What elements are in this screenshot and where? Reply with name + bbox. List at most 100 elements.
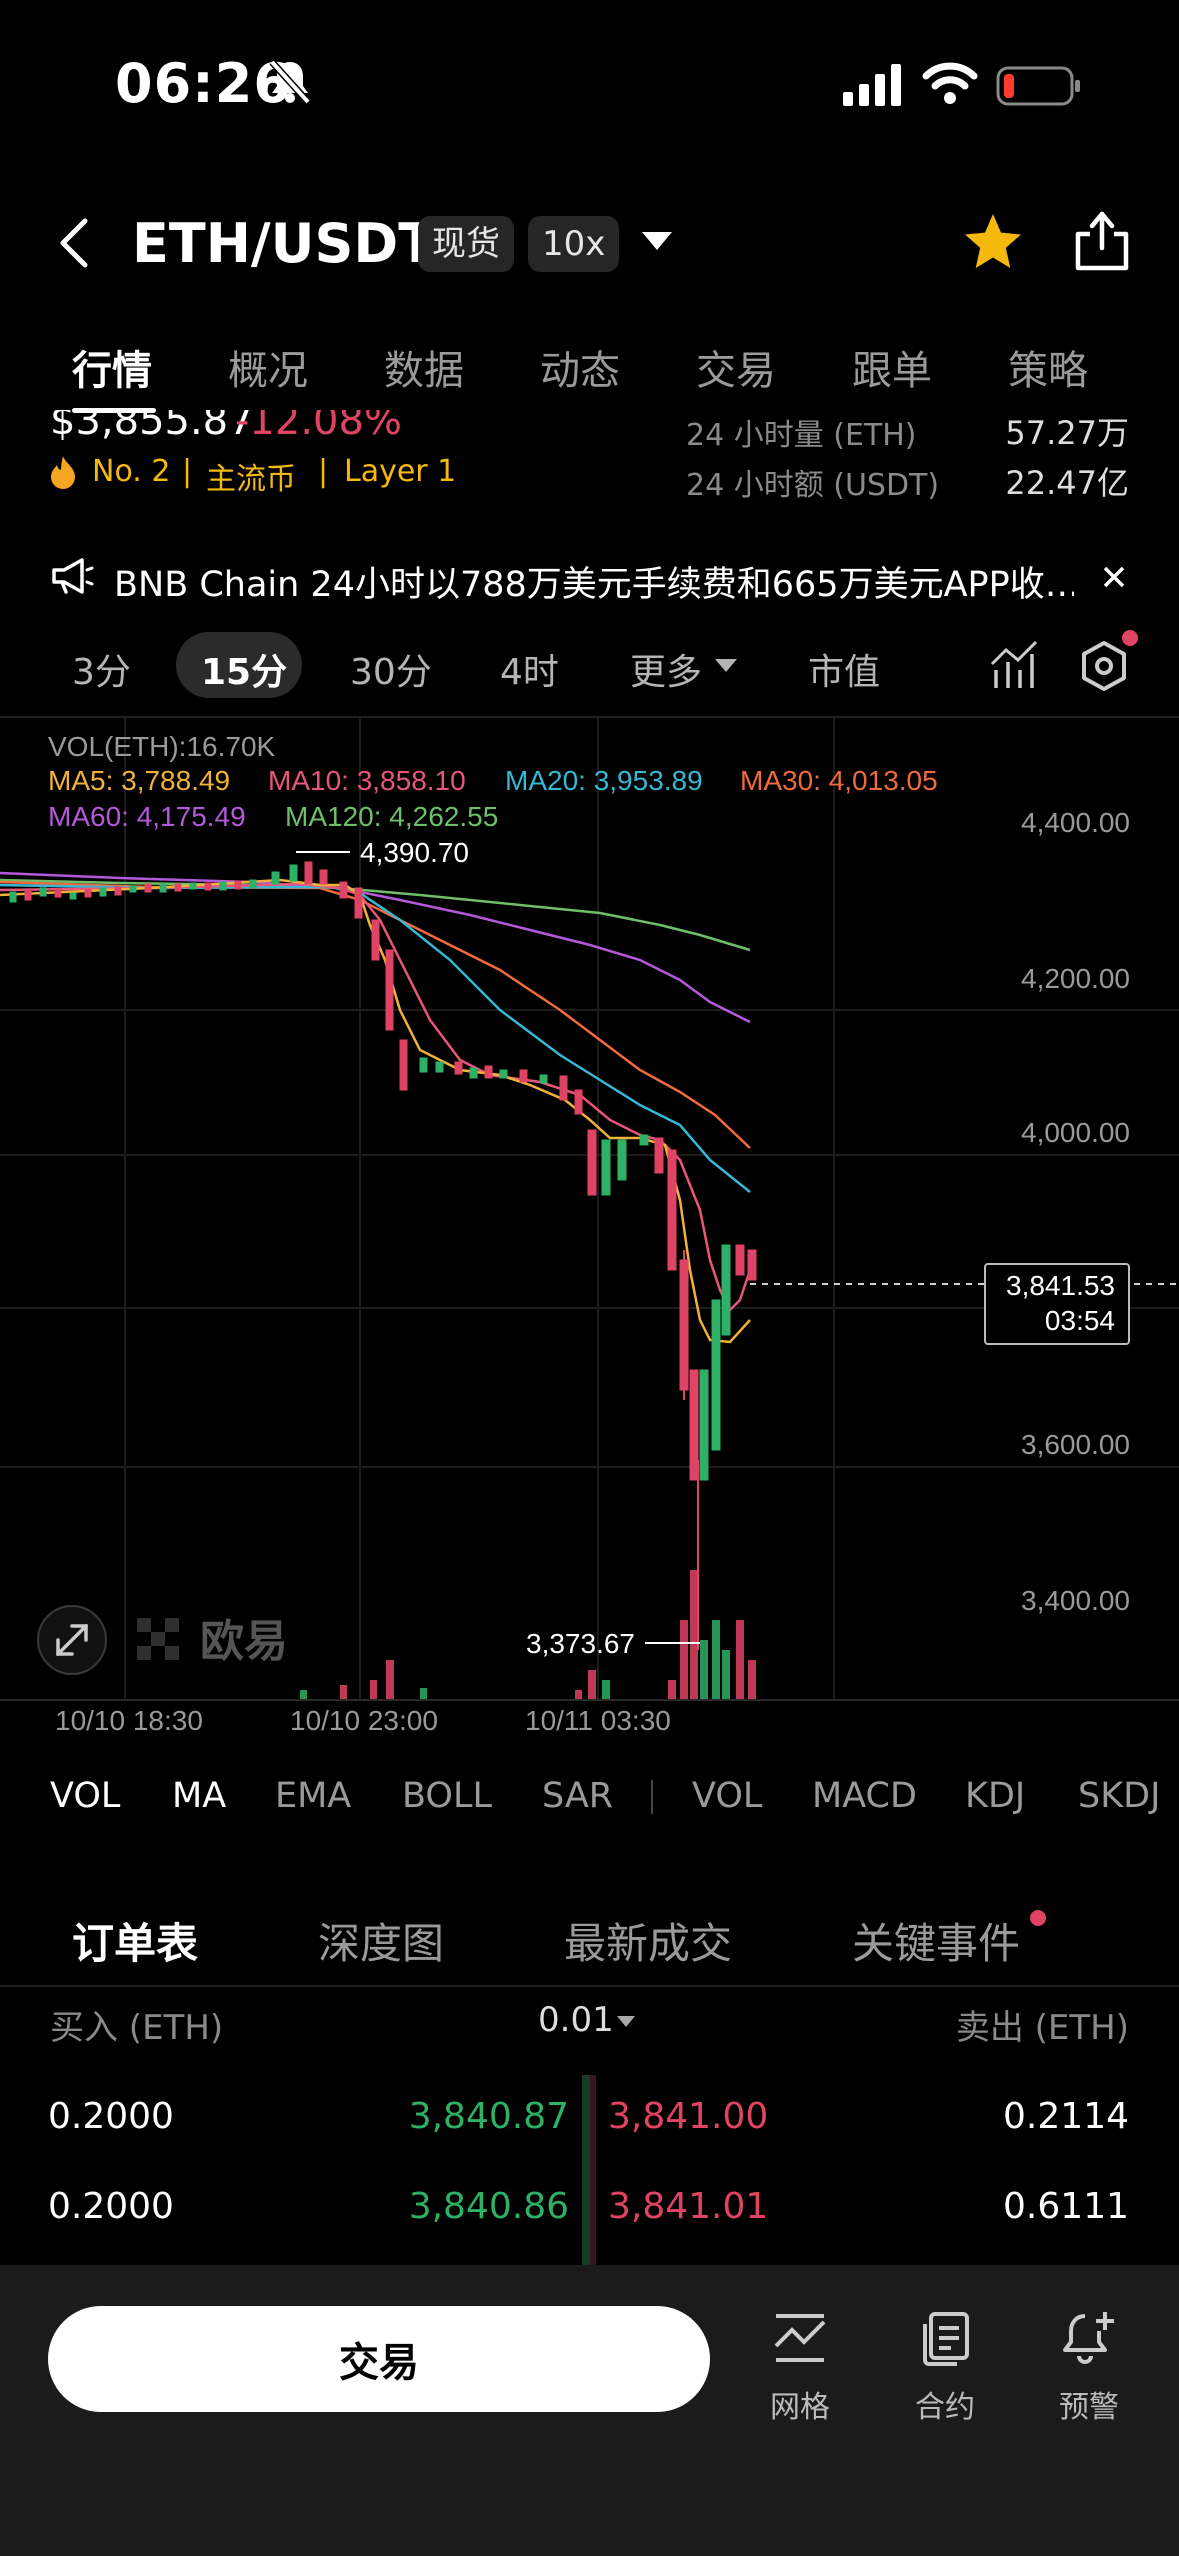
interval-15m-pill[interactable] (176, 632, 302, 698)
contract-tool[interactable]: 合约 (890, 2310, 1000, 2426)
precision-caret-icon[interactable] (616, 2014, 636, 2033)
ask-price[interactable]: 3,841.01 (608, 2186, 769, 2227)
cellular-signal-icon (843, 64, 903, 110)
indicator-vol-main[interactable]: VOL (50, 1776, 121, 1816)
caret-down-icon[interactable] (640, 230, 674, 258)
y-tick: 4,000.00 (1021, 1117, 1130, 1148)
share-icon[interactable] (1072, 208, 1132, 278)
indicator-skdj[interactable]: SKDJ (1078, 1776, 1161, 1816)
depth-bar (590, 2075, 596, 2265)
tab-strategy[interactable]: 策略 (1008, 348, 1088, 394)
sell-qty[interactable]: 0.6111 (1003, 2186, 1129, 2227)
trade-button[interactable]: 交易 (48, 2306, 710, 2412)
ask-price[interactable]: 3,841.00 (608, 2096, 769, 2137)
interval-15m[interactable]: 15分 (201, 652, 288, 693)
tab-trade[interactable]: 交易 (696, 348, 776, 394)
ma120-legend: MA120: 4,262.55 (285, 801, 498, 832)
divider (0, 1985, 1179, 1987)
indicator-vol-sub[interactable]: VOL (692, 1776, 763, 1816)
close-icon[interactable] (1102, 565, 1126, 593)
wifi-icon (922, 60, 978, 110)
indicator-ema[interactable]: EMA (275, 1776, 352, 1816)
summary-clip: $3,855.87 -12.08% 24 小时量 (ETH) 57.27万 No… (0, 410, 1179, 500)
tab-key-events[interactable]: 关键事件 (852, 1919, 1021, 1968)
tab-recent-trades[interactable]: 最新成交 (564, 1919, 733, 1968)
y-tick: 4,200.00 (1021, 963, 1130, 994)
ma60-line (0, 871, 751, 1024)
market-type-chip[interactable]: 现货 (418, 216, 514, 272)
amt24-value: 22.47亿 (1005, 464, 1129, 500)
star-icon[interactable] (960, 210, 1026, 278)
indicator-boll[interactable]: BOLL (402, 1776, 492, 1816)
trade-button-label: 交易 (339, 2340, 419, 2386)
pair-title[interactable]: ETH/USDT (132, 212, 436, 275)
tab-copy[interactable]: 跟单 (852, 348, 932, 394)
grid-label: 网格 (770, 2390, 830, 2425)
indicator-chart-icon[interactable] (990, 640, 1038, 694)
tag-layer1[interactable]: Layer 1 (344, 454, 457, 489)
depth-bar (582, 2075, 590, 2265)
tab-depth[interactable]: 深度图 (318, 1919, 445, 1968)
tab-overview[interactable]: 概况 (228, 348, 308, 394)
amt24-label: 24 小时额 (USDT) (686, 468, 940, 500)
fire-icon (48, 454, 78, 494)
candlestick-chart[interactable]: VOL(ETH):16.70K MA5: 3,788.49 MA10: 3,85… (0, 718, 1179, 1740)
okx-logo-watermark (137, 1618, 179, 1660)
tag-mainstream[interactable]: 主流币 (206, 462, 296, 497)
rank-badge[interactable]: No. 2 (92, 454, 171, 489)
contract-icon (923, 2312, 969, 2366)
candle-countdown: 03:54 (1045, 1305, 1115, 1336)
buy-qty[interactable]: 0.2000 (48, 2186, 174, 2227)
divider (0, 716, 1179, 718)
vol24-value: 57.27万 (1005, 414, 1129, 452)
bid-price[interactable]: 3,840.86 (408, 2186, 569, 2227)
interval-3m[interactable]: 3分 (72, 652, 131, 693)
ma120-line (0, 878, 751, 952)
alert-label: 预警 (1059, 2390, 1119, 2425)
x-tick: 10/11 03:30 (525, 1705, 671, 1736)
status-time: 06:26 (115, 52, 292, 115)
low-label: 3,373.67 (526, 1628, 635, 1659)
grid-tool[interactable]: 网格 (745, 2310, 855, 2426)
x-tick: 10/10 18:30 (55, 1705, 203, 1736)
bid-price[interactable]: 3,840.87 (408, 2096, 569, 2137)
alert-tool[interactable]: 预警 (1034, 2310, 1144, 2426)
chart-grid (0, 718, 1179, 1701)
precision-select[interactable]: 0.01 (538, 2000, 614, 2040)
interval-30m[interactable]: 30分 (350, 652, 432, 693)
contract-label: 合约 (915, 2390, 975, 2425)
leverage-chip[interactable]: 10x (528, 216, 620, 272)
tab-orderbook[interactable]: 订单表 (72, 1919, 199, 1968)
back-arrow-icon[interactable] (55, 215, 95, 275)
mute-bell-icon (268, 58, 312, 110)
tab-market[interactable]: 行情 (72, 348, 152, 394)
buy-qty[interactable]: 0.2000 (48, 2096, 174, 2137)
indicator-sar[interactable]: SAR (542, 1776, 614, 1816)
interval-more[interactable]: 更多 (630, 652, 703, 693)
sell-qty[interactable]: 0.2114 (1003, 2096, 1129, 2137)
alert-bell-icon (1063, 2312, 1114, 2364)
indicator-ma[interactable]: MA (172, 1776, 227, 1816)
ma5-legend: MA5: 3,788.49 (48, 765, 230, 796)
news-text[interactable]: BNB Chain 24小时以788万美元手续费和665万美元APP收… (114, 565, 1074, 605)
indicator-divider (651, 1780, 653, 1814)
indicator-kdj[interactable]: KDJ (965, 1776, 1026, 1816)
ma60-legend: MA60: 4,175.49 (48, 801, 246, 832)
price-change: -12.08% (235, 410, 402, 444)
interval-4h[interactable]: 4时 (500, 652, 559, 693)
indicator-macd[interactable]: MACD (812, 1776, 917, 1816)
watermark-text: 欧易 (200, 1617, 288, 1666)
tab-data[interactable]: 数据 (384, 348, 464, 394)
more-caret-icon[interactable] (714, 658, 738, 678)
volume-bars (300, 1570, 756, 1700)
vol-legend: VOL(ETH):16.70K (48, 731, 276, 762)
last-price: $3,855.87 (50, 410, 254, 444)
y-tick: 3,600.00 (1021, 1429, 1130, 1460)
vol24-label: 24 小时量 (ETH) (686, 418, 917, 453)
chart-settings-icon[interactable] (1080, 640, 1128, 696)
tab-feed[interactable]: 动态 (540, 348, 620, 394)
grid-icon (774, 2314, 826, 2362)
buy-header: 买入 (ETH) (50, 2008, 224, 2048)
battery-icon (996, 66, 1082, 110)
interval-marketcap[interactable]: 市值 (808, 652, 881, 693)
